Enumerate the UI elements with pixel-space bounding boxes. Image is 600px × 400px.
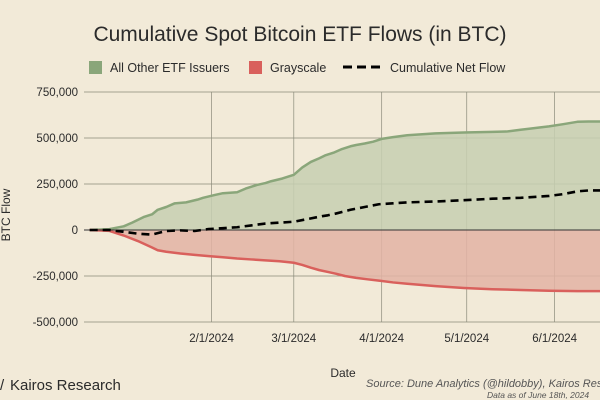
line-layer (84, 120, 600, 293)
legend-label-net-flow: Cumulative Net Flow (390, 61, 506, 75)
x-tick-label: 4/1/2024 (359, 333, 404, 345)
axis-layer: 750,000 500,000 250,000 0 -250,000 -500,000 2/… (33, 87, 578, 345)
grayscale-area (89, 230, 600, 292)
x-tick-label: 3/1/2024 (271, 333, 316, 345)
footer-source: Source: Dune Analytics (@hildobby), Kair… (366, 378, 600, 390)
y-tick-label: -250,000 (33, 271, 78, 283)
x-axis-label: Date (330, 366, 356, 380)
brand-mark-icon: / (0, 377, 5, 394)
legend-label-grayscale: Grayscale (270, 61, 326, 75)
footer-brand: Kairos Research (10, 377, 121, 394)
y-tick-label: 750,000 (36, 87, 78, 99)
x-tick-label: 5/1/2024 (444, 333, 489, 345)
x-tick-label: 6/1/2024 (532, 333, 577, 345)
legend-swatch-other-issuers (89, 61, 102, 74)
y-tick-label: 250,000 (36, 179, 78, 191)
x-tick-label: 2/1/2024 (189, 333, 234, 345)
other-issuers-area (89, 121, 600, 230)
y-axis-label: BTC Flow (0, 188, 13, 241)
legend-label-other-issuers: All Other ETF Issuers (110, 61, 229, 75)
grayscale-line (89, 228, 600, 293)
other-issuers-line (89, 120, 600, 232)
legend-swatch-grayscale (249, 61, 262, 74)
y-tick-label: 0 (72, 225, 78, 237)
net-flow-line (89, 189, 600, 236)
legend: All Other ETF Issuers Grayscale Cumulati… (89, 61, 506, 75)
footer-note: Data as of June 18th, 2024 (487, 390, 589, 400)
y-tick-label: 500,000 (36, 133, 78, 145)
y-tick-label: -500,000 (33, 317, 78, 329)
area-layer (89, 121, 600, 292)
chart-title: Cumulative Spot Bitcoin ETF Flows (in BT… (93, 23, 506, 46)
